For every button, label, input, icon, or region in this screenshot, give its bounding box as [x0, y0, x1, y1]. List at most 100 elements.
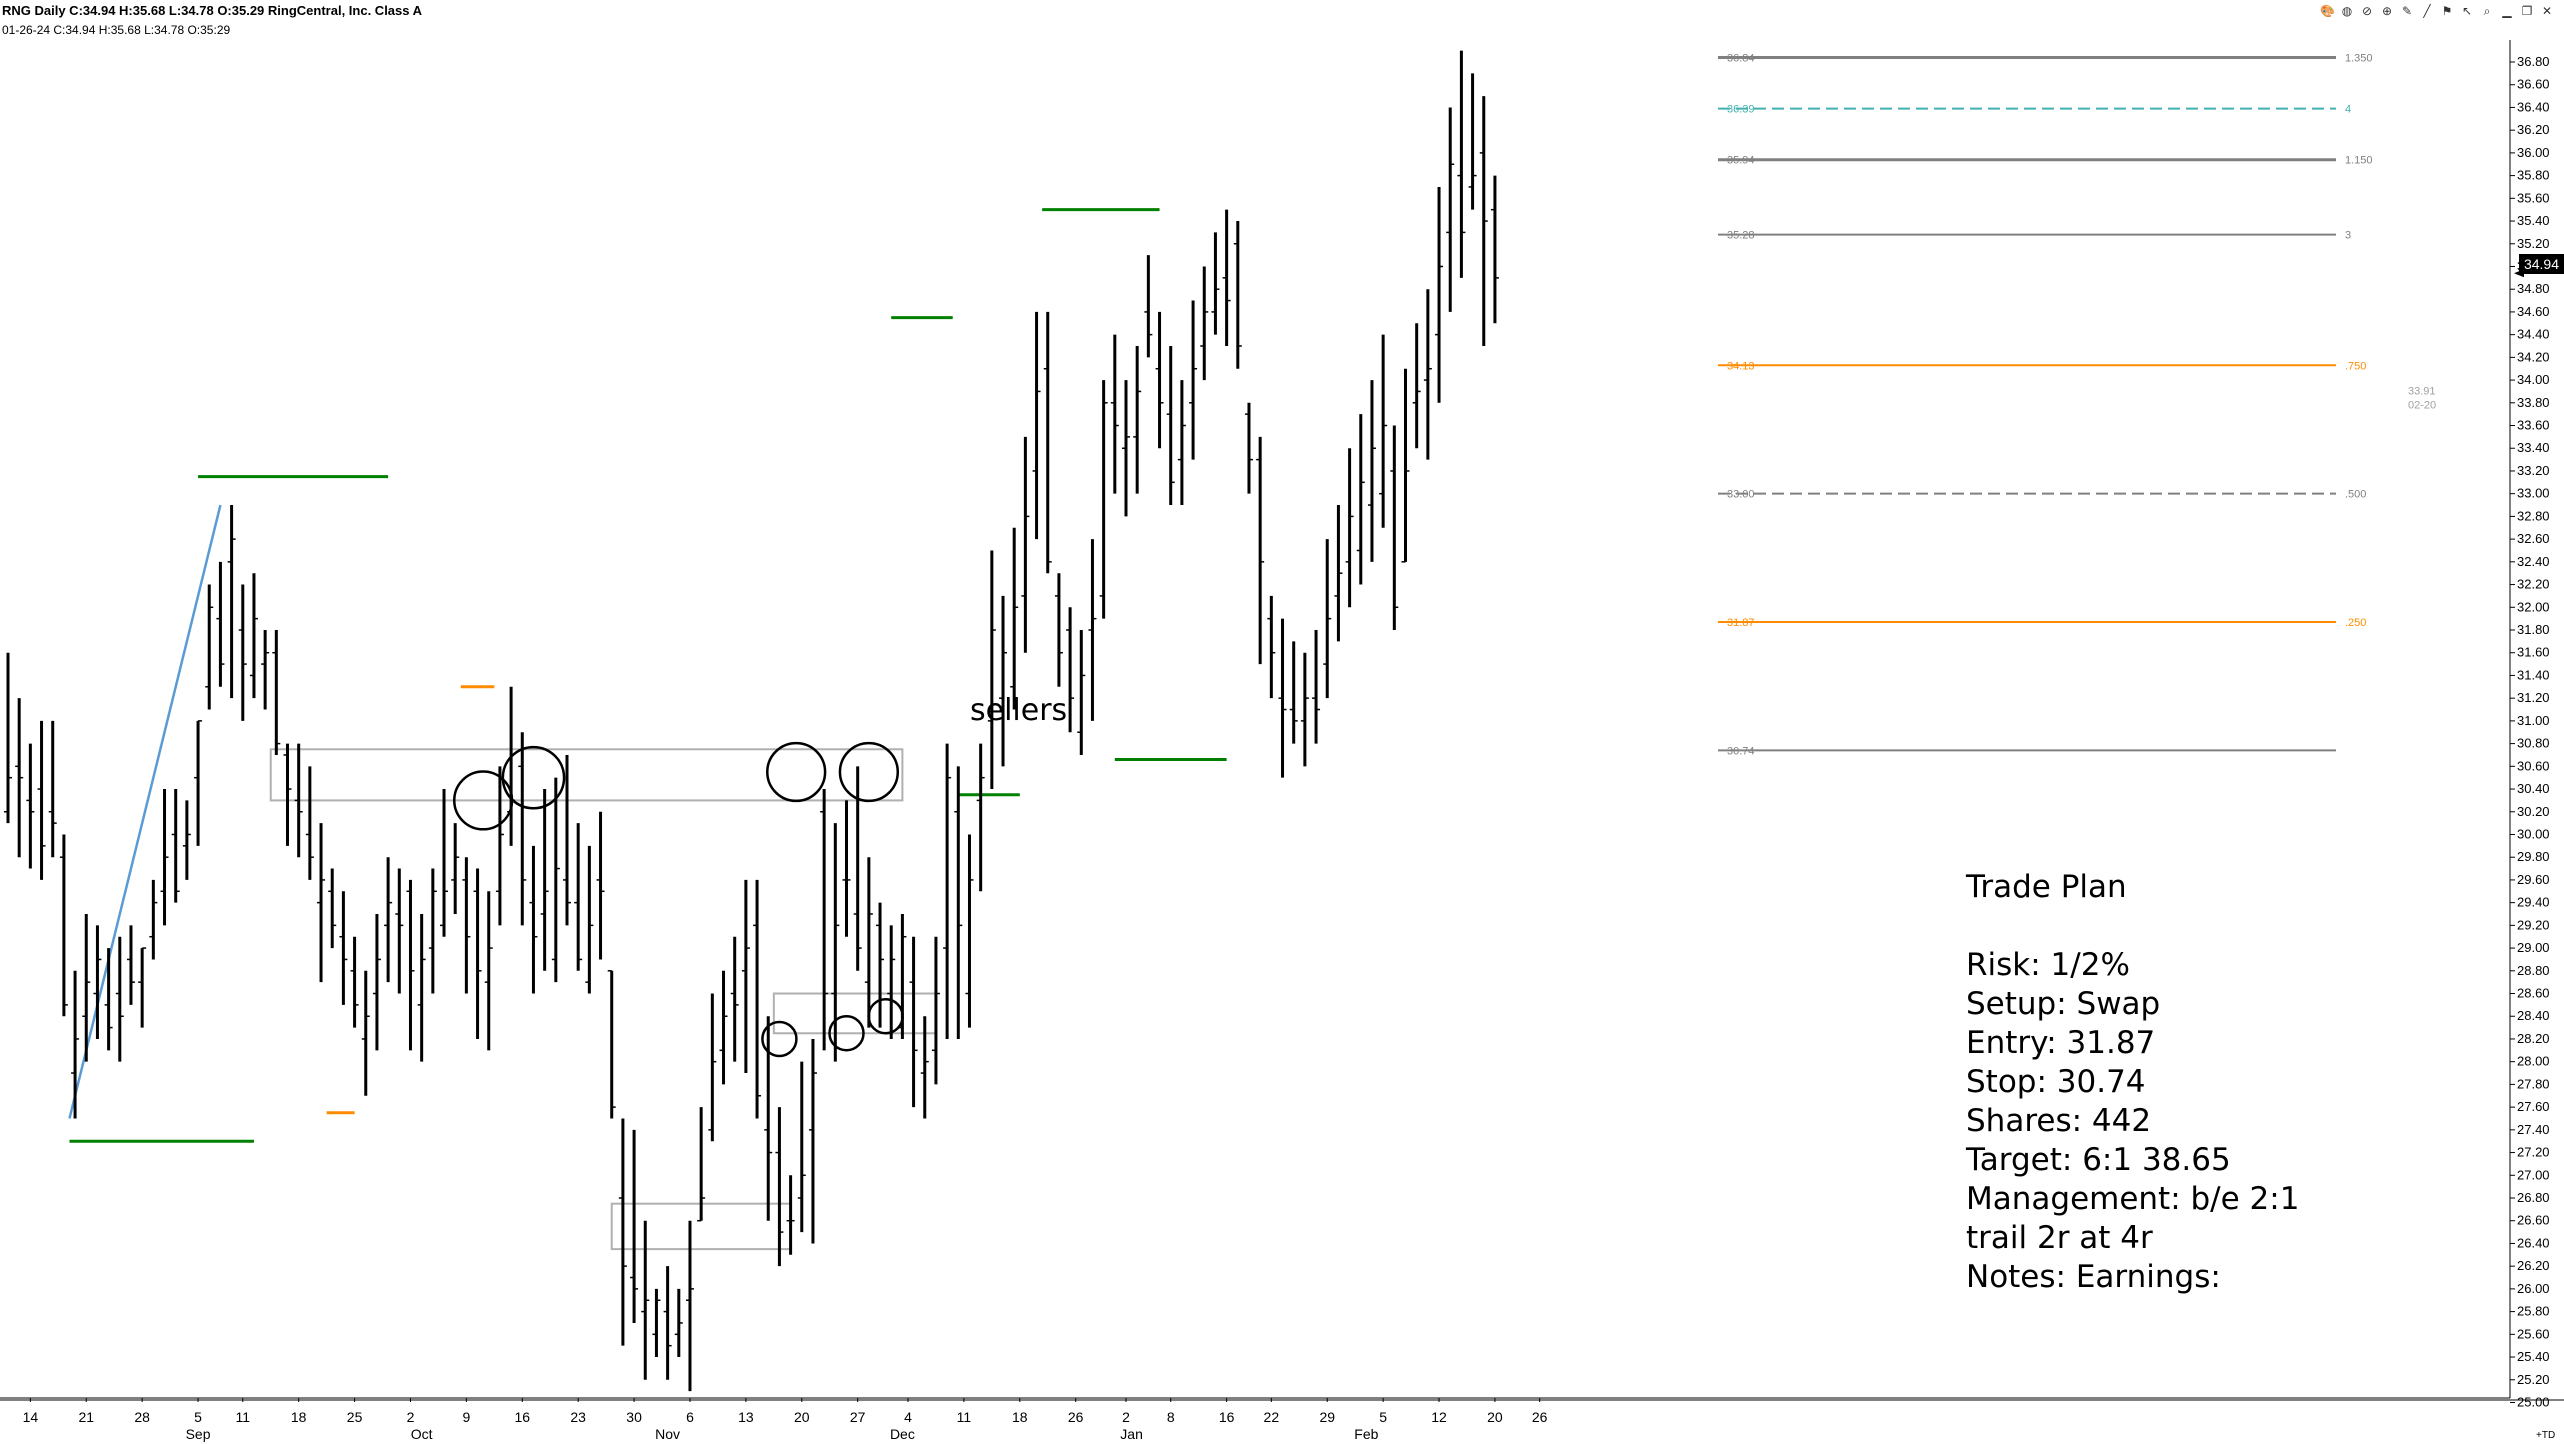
month-label: Dec — [890, 1426, 915, 1442]
price-tick-label: 27.60 — [2517, 1099, 2550, 1114]
time-tick-label: 26 — [1532, 1409, 1548, 1425]
line-icon[interactable]: ╱ — [2423, 4, 2431, 18]
price-bars — [4, 50, 1499, 1392]
ohlc-bar — [395, 868, 404, 994]
no-icon[interactable]: ⊘ — [2361, 4, 2373, 18]
trade-plan-target: Target: 6:1 38.65 — [1966, 1142, 2231, 1178]
ohlc-bar — [59, 834, 68, 1017]
td-label: +TD — [2536, 1430, 2556, 1441]
restore-icon[interactable]: ❐ — [2521, 4, 2533, 18]
pointer-icon[interactable]: ↖ — [2461, 4, 2473, 18]
ohlc-bar — [987, 550, 996, 790]
time-tick-label: 18 — [1012, 1409, 1028, 1425]
price-tick-label: 30.00 — [2517, 826, 2550, 841]
minimize-icon[interactable]: ▁ — [2502, 4, 2512, 18]
ohlc-bar — [1211, 232, 1220, 335]
ohlc-bar — [551, 777, 560, 983]
ohlc-bar — [104, 948, 113, 1051]
ohlc-bar — [574, 823, 583, 971]
ohlc-bar — [764, 1016, 773, 1221]
ohlc-bar — [171, 789, 180, 903]
fib-level-price-label: 34.13 — [1727, 360, 1755, 372]
trade-plan-notes: Notes: Earnings: — [1966, 1259, 2221, 1295]
ohlc-bar — [1166, 346, 1175, 506]
pencil-icon[interactable]: ✎ — [2401, 4, 2413, 18]
fib-level-price-label: 36.84 — [1727, 52, 1755, 64]
price-tick-label: 35.80 — [2517, 168, 2550, 183]
price-tick-label: 28.80 — [2517, 963, 2550, 978]
ohlc-bar — [909, 936, 918, 1108]
flag-icon[interactable]: ⚑ — [2441, 4, 2453, 18]
ohlc-bar — [1032, 311, 1041, 540]
ohlc-bar — [585, 845, 594, 994]
time-tick-label: 2 — [1122, 1409, 1130, 1425]
ohlc-bar — [71, 970, 80, 1119]
time-tick-label: 30 — [626, 1409, 642, 1425]
time-tick-label: 26 — [1068, 1409, 1084, 1425]
ohlc-bar — [126, 925, 135, 1005]
price-tick-label: 36.20 — [2517, 122, 2550, 137]
close-icon[interactable]: ✕ — [2541, 4, 2553, 18]
price-tick-label: 34.00 — [2517, 372, 2550, 387]
time-tick-label: 29 — [1319, 1409, 1335, 1425]
ohlc-bar — [753, 879, 762, 1119]
ohlc-bar — [48, 720, 57, 858]
crosshair-icon[interactable]: ⊕ — [2381, 4, 2393, 18]
time-tick-label: 5 — [194, 1409, 202, 1425]
ohlc-bar — [249, 573, 258, 699]
ohlc-bar — [1110, 334, 1119, 494]
ohlc-bar — [272, 630, 281, 755]
ohlc-bar — [1133, 346, 1142, 494]
time-tick-label: 21 — [78, 1409, 94, 1425]
price-tick-label: 25.00 — [2517, 1394, 2550, 1409]
ohlc-bar — [697, 1107, 706, 1222]
price-tick-label: 29.40 — [2517, 895, 2550, 910]
ohlc-bar — [1390, 425, 1399, 630]
ohlc-bar — [1446, 107, 1455, 312]
price-tick-label: 35.60 — [2517, 190, 2550, 205]
ohlc-bar — [339, 891, 348, 1005]
price-tick-label: 32.80 — [2517, 508, 2550, 523]
ohlc-bar — [1490, 175, 1499, 324]
ohlc-bar — [1144, 255, 1153, 358]
ohlc-bar — [417, 914, 426, 1062]
time-tick-label: 14 — [23, 1409, 39, 1425]
month-label: Oct — [411, 1426, 433, 1442]
price-tick-label: 35.40 — [2517, 213, 2550, 228]
highlight-circle — [501, 745, 566, 810]
price-tick-label: 30.80 — [2517, 736, 2550, 751]
fib-level-ratio-label: 3 — [2345, 230, 2351, 242]
time-tick-label: 13 — [738, 1409, 754, 1425]
palette-icon[interactable]: 🎨 — [2320, 4, 2335, 18]
ohlc-bar — [954, 766, 963, 1039]
fib-level-ratio-label: 1.350 — [2345, 52, 2373, 64]
price-tick-label: 30.40 — [2517, 781, 2550, 796]
price-tick-label: 33.00 — [2517, 486, 2550, 501]
ohlc-bar — [775, 1107, 784, 1267]
ohlc-bar — [1256, 436, 1265, 665]
ohlc-bar — [484, 891, 493, 1051]
ohlc-bar — [15, 698, 24, 858]
time-tick-label: 4 — [904, 1409, 912, 1425]
ohlc-bar — [1468, 73, 1477, 210]
month-label: Nov — [655, 1426, 680, 1442]
ohlc-bar — [1323, 539, 1332, 699]
trade-plan-management: Management: b/e 2:1 — [1966, 1181, 2300, 1217]
price-tick-label: 32.00 — [2517, 599, 2550, 614]
globe-icon[interactable]: ◍ — [2341, 4, 2353, 18]
ohlc-bar — [741, 879, 750, 1074]
time-tick-label: 22 — [1264, 1409, 1280, 1425]
time-tick-label: 6 — [686, 1409, 694, 1425]
price-tick-label: 29.00 — [2517, 940, 2550, 955]
time-tick-label: 20 — [1487, 1409, 1503, 1425]
price-tick-label: 34.20 — [2517, 349, 2550, 364]
ohlc-bar — [1356, 414, 1365, 585]
time-tick-label: 2 — [407, 1409, 415, 1425]
ohlc-bar — [931, 936, 940, 1085]
price-tick-label: 34.60 — [2517, 304, 2550, 319]
month-label: Sep — [186, 1426, 211, 1442]
ohlc-bar — [451, 823, 460, 914]
zoom-icon[interactable]: ⌕ — [2483, 4, 2491, 18]
ohlc-bar — [1233, 221, 1242, 369]
